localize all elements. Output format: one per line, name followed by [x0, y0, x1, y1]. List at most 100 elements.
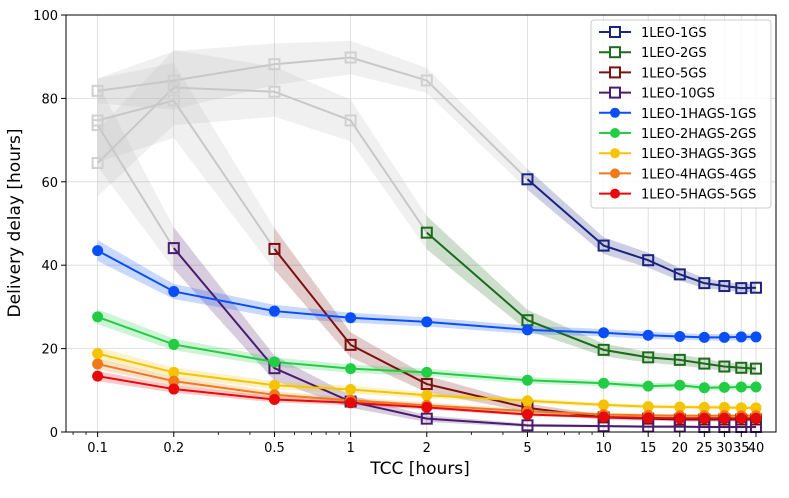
data-point: [521, 419, 534, 432]
ghost-line: [96, 86, 428, 234]
y-tick-label: 80: [41, 92, 58, 107]
data-point: [673, 268, 686, 281]
data-point: [598, 411, 610, 423]
legend-label: 1LEO-5GS: [641, 66, 707, 81]
x-tick-label: 0.5: [264, 441, 285, 456]
plot-frame: [65, 14, 777, 433]
series-markers: [91, 51, 762, 433]
x-tick-label: 5: [523, 441, 531, 456]
y-axis-label: Delivery delay [hours]: [5, 129, 25, 318]
data-point: [642, 351, 655, 364]
ghost-marker: [167, 81, 180, 94]
data-point: [420, 412, 433, 425]
data-point: [698, 382, 710, 394]
x-tick-label: 10: [595, 441, 612, 456]
legend-label: 1LEO-1GS: [641, 26, 707, 41]
data-point: [642, 329, 654, 341]
data-point: [521, 324, 533, 336]
data-point: [642, 380, 654, 392]
data-point: [749, 362, 762, 375]
data-point: [750, 412, 762, 424]
ghost-marker: [420, 74, 433, 87]
legend-marker: [609, 66, 621, 79]
x-axis-label: TCC [hours]: [369, 459, 470, 479]
data-point: [750, 331, 762, 343]
data-point: [597, 343, 610, 356]
ghost-marker: [91, 84, 104, 97]
ghost-band: [97, 83, 174, 269]
data-point: [750, 381, 762, 393]
data-point: [92, 358, 104, 370]
legend-marker: [609, 26, 621, 38]
ghost-marker: [268, 58, 281, 71]
confidence-band: [274, 228, 756, 422]
ghost-line: [97, 99, 276, 250]
data-point: [718, 331, 730, 343]
legend-marker: [610, 188, 620, 199]
data-point: [421, 401, 433, 413]
ghost-band: [97, 50, 427, 250]
data-point: [735, 381, 747, 393]
x-tick-label: 0.2: [163, 441, 184, 456]
data-point: [268, 242, 281, 255]
legend-marker: [610, 168, 620, 179]
series-line: [526, 178, 756, 290]
data-point: [735, 282, 748, 295]
data-point: [698, 412, 710, 424]
data-point: [598, 327, 610, 339]
data-point: [420, 226, 433, 239]
data-point: [92, 311, 104, 323]
data-point: [168, 338, 180, 350]
data-point: [268, 356, 280, 368]
confidence-band: [426, 215, 756, 373]
data-point: [718, 381, 730, 393]
data-point: [521, 374, 533, 386]
data-point: [674, 412, 686, 424]
ghost-line: [96, 124, 175, 249]
data-point: [598, 377, 610, 389]
ghost-marker: [91, 157, 104, 170]
data-point: [421, 366, 433, 378]
data-point: [598, 399, 610, 411]
x-tick-label: 1: [346, 441, 354, 456]
legend-marker: [610, 107, 620, 118]
ghost-line: [97, 56, 529, 181]
data-point: [735, 361, 748, 374]
ghost-marker: [344, 51, 357, 64]
legend-label: 1LEO-2HAGS-2GS: [641, 127, 756, 142]
data-point: [521, 395, 533, 407]
data-point: [698, 357, 711, 370]
legend-label: 1LEO-5HAGS-5GS: [641, 188, 756, 203]
data-point: [735, 331, 747, 343]
ghost-marker: [91, 119, 104, 132]
legend-label: 1LEO-4HAGS-4GS: [641, 167, 756, 182]
ghost-marker: [167, 74, 180, 87]
data-point: [268, 379, 280, 391]
data-point: [735, 412, 747, 424]
data-point: [268, 305, 280, 317]
legend-marker: [609, 86, 621, 99]
data-point: [674, 331, 686, 343]
data-point: [421, 316, 433, 328]
data-point: [345, 383, 357, 395]
x-tick-label: 30: [716, 441, 733, 456]
legend-marker: [610, 128, 620, 138]
data-point: [521, 408, 533, 420]
data-point: [268, 393, 280, 405]
data-point: [673, 353, 686, 366]
data-point: [718, 412, 730, 424]
data-point: [420, 378, 433, 391]
data-point: [92, 370, 104, 382]
ghost-marker: [167, 94, 180, 107]
legend-marker: [610, 148, 620, 159]
data-point: [642, 412, 654, 424]
x-tick-label: 20: [672, 441, 689, 456]
y-tick-label: 60: [41, 176, 58, 191]
ghost-band: [97, 62, 275, 270]
y-tick-label: 40: [41, 259, 58, 274]
x-tick-label: 2: [423, 441, 431, 456]
y-tick-label: 0: [50, 426, 58, 441]
